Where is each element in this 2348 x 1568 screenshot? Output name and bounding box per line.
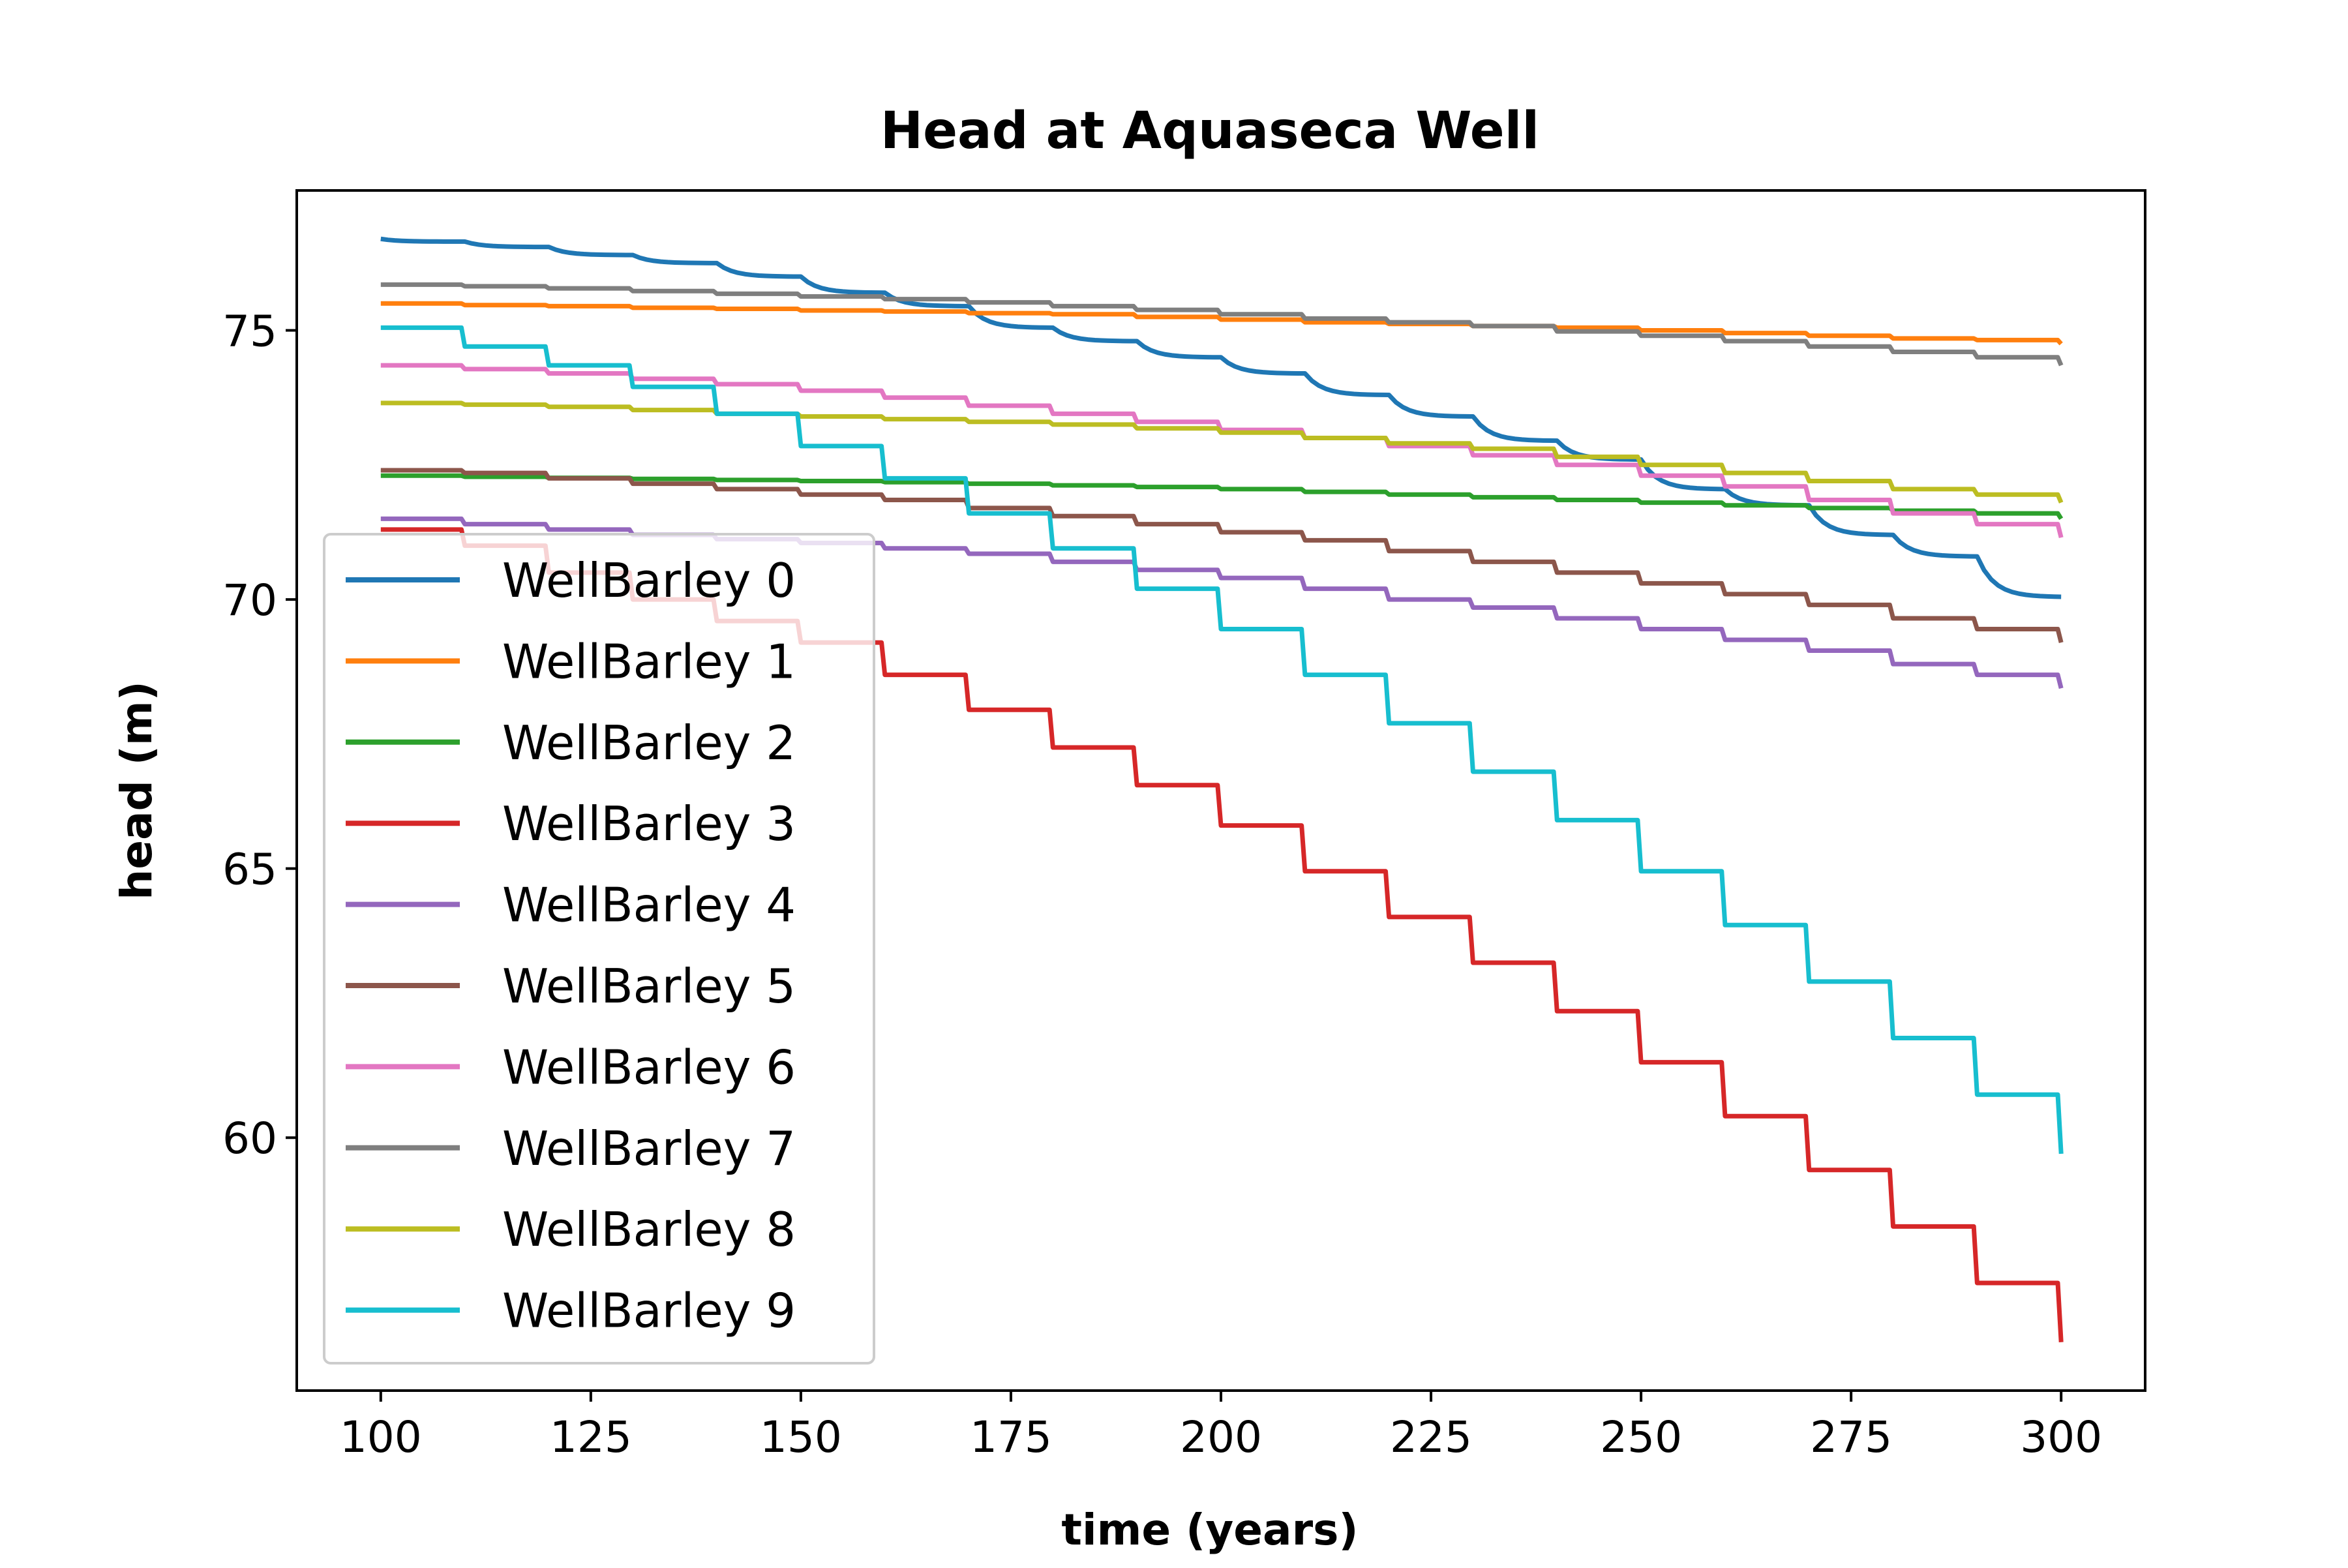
x-tick-label: 250 bbox=[1600, 1412, 1682, 1462]
legend-box bbox=[323, 533, 875, 1364]
legend-label: WellBarley 8 bbox=[502, 1202, 796, 1257]
x-tick-label: 275 bbox=[1810, 1412, 1892, 1462]
ticks-layer: 100 125 150 175 200 225 250 275 300 60 65 70 75 bbox=[222, 307, 2102, 1462]
legend-label: WellBarley 9 bbox=[502, 1284, 796, 1338]
legend-label: WellBarley 6 bbox=[502, 1040, 796, 1094]
series-line-9 bbox=[380, 325, 2064, 1154]
chart-title: Head at Aquaseca Well bbox=[880, 102, 1539, 160]
legend-label: WellBarley 4 bbox=[502, 878, 796, 933]
x-tick-label: 300 bbox=[2020, 1412, 2102, 1462]
series-line-5 bbox=[380, 468, 2064, 643]
legend-label: WellBarley 7 bbox=[502, 1121, 796, 1176]
legend-label: WellBarley 2 bbox=[502, 716, 796, 770]
x-axis-label: time (years) bbox=[1061, 1505, 1358, 1555]
x-tick-label: 150 bbox=[760, 1412, 842, 1462]
x-tick-label: 175 bbox=[970, 1412, 1052, 1462]
series-line-6 bbox=[380, 363, 2064, 539]
legend-label: WellBarley 3 bbox=[502, 796, 796, 851]
x-tick-label: 100 bbox=[340, 1412, 422, 1462]
x-tick-label: 200 bbox=[1180, 1412, 1262, 1462]
series-line-8 bbox=[380, 400, 2064, 504]
legend-label: WellBarley 1 bbox=[502, 634, 796, 689]
y-tick-label: 65 bbox=[222, 845, 277, 895]
y-axis-label: head (m) bbox=[112, 681, 162, 900]
legend-label: WellBarley 5 bbox=[502, 959, 796, 1014]
x-tick-label: 125 bbox=[550, 1412, 632, 1462]
series-line-7 bbox=[380, 282, 2064, 367]
y-tick-label: 60 bbox=[222, 1113, 277, 1164]
x-tick-label: 225 bbox=[1390, 1412, 1472, 1462]
legend: WellBarley 0 WellBarley 1 WellBarley 2 Well… bbox=[323, 533, 875, 1364]
legend-label: WellBarley 0 bbox=[502, 553, 796, 608]
y-tick-label: 70 bbox=[222, 575, 277, 626]
series-line-1 bbox=[380, 301, 2063, 346]
y-tick-label: 75 bbox=[222, 307, 277, 357]
series-line-2 bbox=[380, 473, 2064, 520]
